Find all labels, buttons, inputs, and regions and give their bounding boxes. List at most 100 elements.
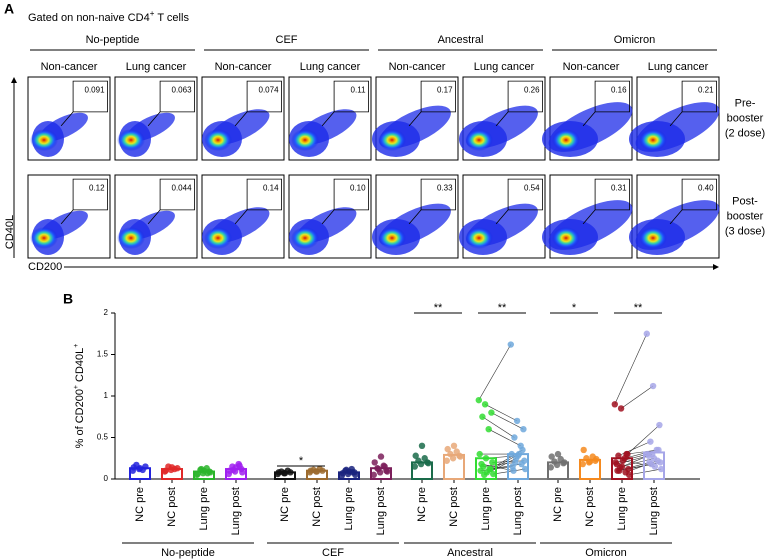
point — [522, 465, 529, 473]
density-core — [552, 129, 580, 151]
point — [651, 463, 659, 470]
density-core — [204, 227, 232, 249]
point — [162, 467, 169, 474]
y-tick-label: 1.5 — [97, 350, 109, 359]
y-label-part: % of CD200 — [74, 389, 86, 448]
point — [412, 452, 419, 459]
gate-value: 0.21 — [698, 85, 714, 94]
gate-value: 0.31 — [611, 183, 627, 192]
point — [507, 341, 514, 348]
point — [547, 464, 554, 471]
x-tick-label: Lung pre — [198, 487, 210, 530]
group-label: Ancestral — [438, 34, 484, 46]
row-label: (3 dose) — [725, 225, 765, 237]
x-tick-label: NC pre — [134, 487, 146, 522]
x-tick-label: Lung post — [512, 487, 524, 535]
density-core — [291, 129, 319, 151]
y-label-part: + — [73, 344, 80, 348]
x-tick-label: NC post — [166, 487, 178, 527]
gating-end: T cells — [157, 12, 189, 24]
sig-label: ** — [634, 302, 643, 314]
point — [658, 465, 665, 473]
pair-line — [484, 404, 518, 422]
point — [579, 460, 586, 468]
point — [411, 463, 418, 470]
point — [554, 450, 562, 458]
point — [453, 448, 460, 455]
y-tick-label: 2 — [104, 308, 109, 317]
point — [487, 465, 494, 473]
gate — [234, 178, 282, 225]
row-label: booster — [727, 112, 764, 124]
subgroup-label: Non-cancer — [215, 61, 272, 73]
x-axis-label: CD200 — [28, 261, 62, 273]
subgroup-label: Lung cancer — [126, 61, 187, 73]
point — [614, 467, 621, 474]
point — [482, 455, 490, 462]
point — [615, 452, 622, 459]
subgroup-label: Non-cancer — [563, 61, 620, 73]
point — [450, 442, 458, 449]
point — [561, 459, 568, 466]
y-tick-label: 0 — [104, 474, 109, 483]
group-label: Omicron — [614, 34, 656, 46]
point — [198, 465, 205, 473]
x-tick-label: Lung pre — [480, 487, 492, 530]
density-core — [204, 129, 232, 151]
point — [130, 464, 137, 471]
gate — [408, 178, 456, 225]
subgroup-label: Non-cancer — [389, 61, 446, 73]
pair-line — [620, 385, 654, 409]
row-label: Pre- — [735, 97, 756, 109]
sig-label: ** — [434, 302, 443, 314]
point — [611, 401, 618, 408]
point — [236, 462, 243, 469]
gating-text: Gated on non-naive CD4 — [28, 12, 150, 24]
gate — [669, 178, 717, 225]
point — [481, 471, 488, 479]
density-core — [291, 227, 319, 249]
density-core — [117, 129, 145, 151]
point — [481, 401, 489, 408]
point — [384, 468, 391, 475]
row-label: Post- — [732, 195, 758, 207]
gate-value: 0.26 — [524, 85, 540, 94]
x-tick-label: NC post — [584, 487, 596, 527]
point — [204, 469, 211, 477]
density-core — [639, 227, 667, 249]
gate-value: 0.063 — [172, 85, 193, 94]
pair-line — [483, 462, 516, 467]
point — [513, 417, 521, 425]
gate — [582, 80, 630, 127]
subgroup-label: Lung cancer — [474, 61, 535, 73]
point — [239, 469, 246, 476]
gate — [582, 178, 630, 225]
point — [343, 466, 350, 474]
y-axis-label: % of CD200+CD40L+ — [73, 344, 86, 449]
gate — [60, 178, 108, 225]
subgroup-label: Lung cancer — [648, 61, 709, 73]
gate-value: 0.33 — [437, 183, 453, 192]
x-tick-label: NC post — [448, 487, 460, 527]
gate-value: 0.044 — [172, 183, 193, 192]
point — [520, 426, 527, 433]
y-label-part: CD40L — [74, 348, 86, 382]
sig-label: ** — [498, 302, 507, 314]
x-tick-label: NC pre — [279, 487, 291, 522]
density-core — [30, 129, 58, 151]
gate — [234, 80, 282, 127]
point — [230, 466, 237, 474]
point — [136, 465, 144, 472]
density-core — [117, 227, 145, 249]
point — [421, 455, 428, 462]
gate-value: 0.10 — [350, 183, 366, 192]
point — [377, 453, 385, 460]
pair-line — [493, 468, 526, 475]
point — [371, 459, 378, 466]
point — [518, 460, 525, 468]
sig-label: * — [299, 455, 304, 467]
point — [313, 468, 321, 475]
point — [623, 450, 630, 458]
point — [619, 457, 627, 464]
gate-value: 0.11 — [351, 85, 367, 94]
